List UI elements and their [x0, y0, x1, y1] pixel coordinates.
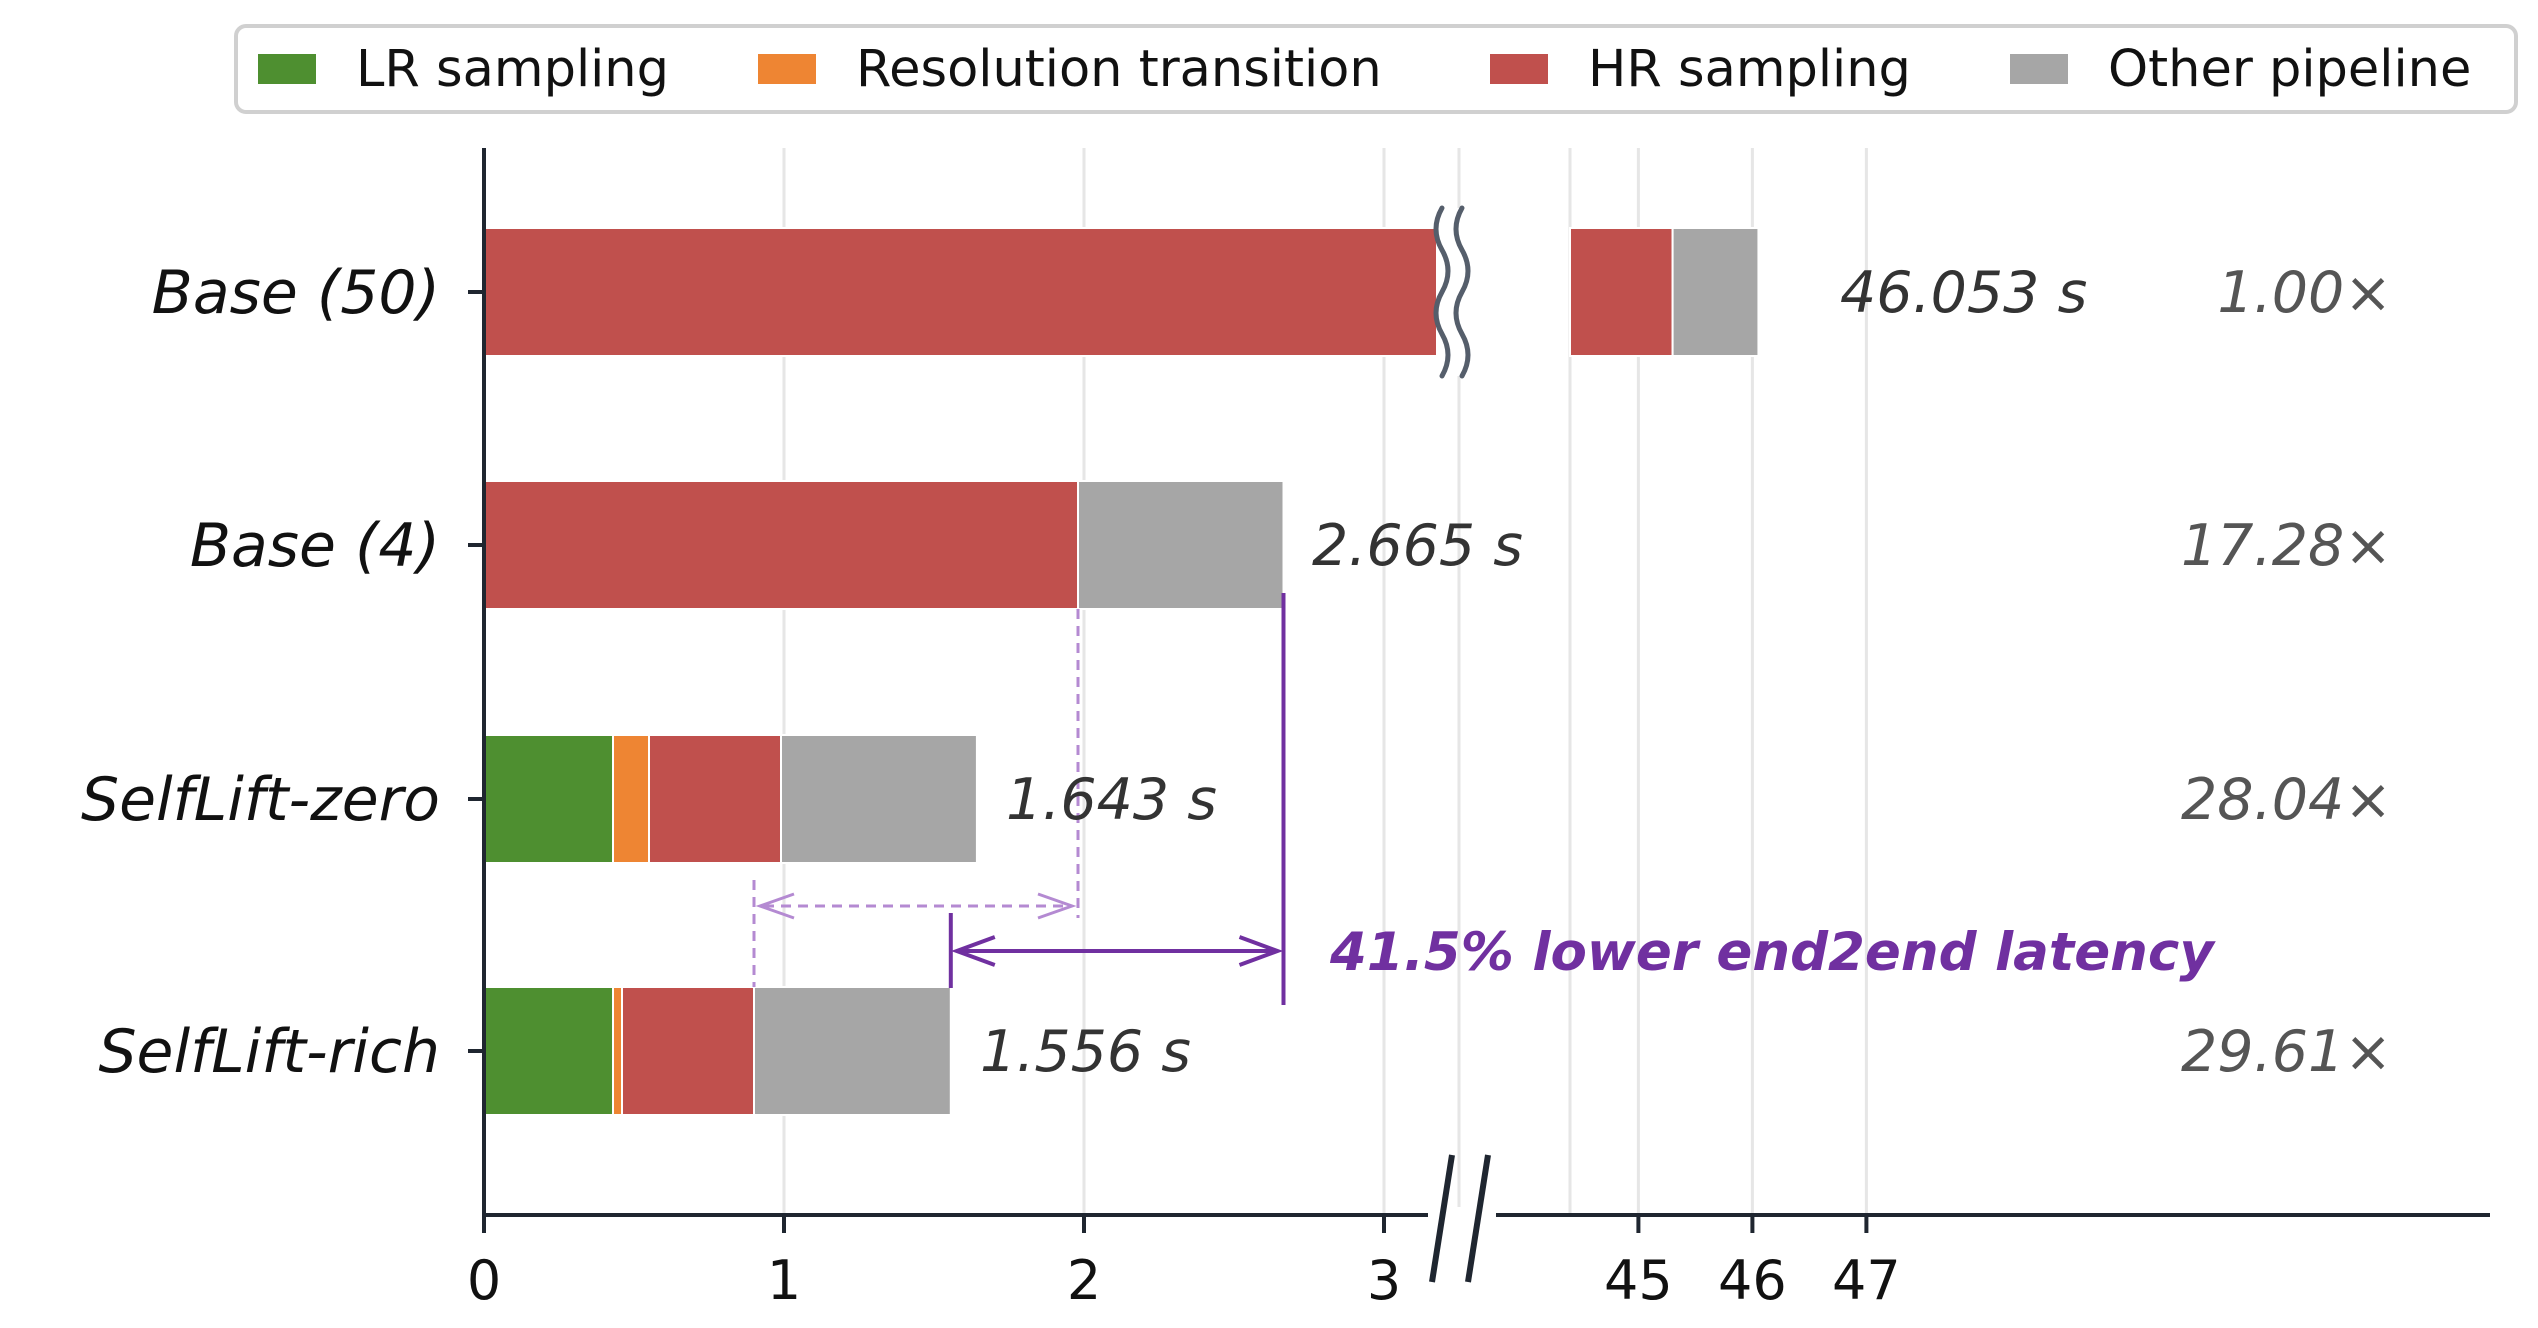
total-label-0: 46.053 s [1840, 260, 2087, 326]
wavy-break-1 [1453, 205, 1471, 379]
legend-swatch-3 [2010, 54, 2068, 84]
xtick-label-6: 47 [1832, 1249, 1901, 1312]
legend-label-3: Other pipeline [2108, 40, 2471, 99]
legend-swatch-1 [758, 54, 816, 84]
bar-3-0 [483, 986, 614, 1116]
bars [483, 227, 1760, 1116]
bar-0-2-high [1569, 227, 1674, 357]
solid-arrow-head-right [1238, 935, 1284, 967]
total-label-1: 2.665 s [1312, 513, 1523, 579]
axis-break-gap [1428, 1207, 1496, 1223]
legend: LR sampling Resolution transition HR sampl… [234, 24, 2518, 114]
ylabel-2: SelfLift-zero [81, 765, 440, 835]
xtick-label-3: 3 [1367, 1249, 1401, 1312]
dashed-arrow-head-right [1037, 892, 1077, 920]
total-label-3: 1.556 s [980, 1019, 1191, 1085]
xtick-label-1: 1 [767, 1249, 801, 1312]
bar-3-3 [753, 986, 952, 1116]
ylabel-0: Base (50) [152, 258, 440, 328]
speedup-label-2: 28.04× [2181, 767, 2392, 833]
dashed-arrow-head-left [755, 892, 795, 920]
legend-label-0: LR sampling [356, 40, 669, 99]
bar-1-2 [483, 480, 1079, 610]
bar-1-3 [1077, 480, 1285, 610]
xtick-label-2: 2 [1067, 1249, 1101, 1312]
xtick-label-0: 0 [467, 1249, 501, 1312]
value-labels: Base (50) Base (4) SelfLift-zero SelfLift-r… [81, 258, 2392, 1087]
bar-3-2 [621, 986, 755, 1116]
break-marks [1433, 205, 1476, 379]
legend-swatch-2 [1490, 54, 1548, 84]
speedup-label-0: 1.00× [2217, 260, 2392, 326]
bar-2-2 [648, 734, 782, 864]
axes: 0 1 2 3 45 46 47 [467, 148, 2490, 1312]
speedup-label-3: 29.61× [2181, 1019, 2392, 1085]
xtick-label-5: 46 [1718, 1249, 1787, 1312]
legend-label-2: HR sampling [1588, 40, 1911, 99]
xtick-label-4: 45 [1604, 1249, 1673, 1312]
total-label-2: 1.643 s [1006, 767, 1217, 833]
bar-0-3 [1671, 227, 1760, 357]
speedup-label-1: 17.28× [2181, 513, 2392, 579]
legend-box [234, 24, 2518, 114]
wavy-break-0 [1433, 205, 1451, 379]
annotation-group: 41.5% lower end2end latency [752, 593, 2216, 1005]
solid-arrow-head-left [951, 935, 996, 967]
bar-0-2-low [483, 227, 1439, 357]
legend-label-1: Resolution transition [856, 40, 1382, 99]
bar-2-0 [483, 734, 614, 864]
annotation-text: 41.5% lower end2end latency [1329, 922, 2216, 983]
bar-2-3 [780, 734, 978, 864]
ylabel-3: SelfLift-rich [98, 1017, 440, 1087]
bar-2-1 [612, 734, 650, 864]
bar-3-1 [612, 986, 623, 1116]
ylabel-1: Base (4) [190, 511, 440, 581]
legend-swatch-0 [258, 54, 316, 84]
axis-break-slash-2 [1465, 1154, 1491, 1283]
axis-break-slash-1 [1429, 1154, 1455, 1283]
